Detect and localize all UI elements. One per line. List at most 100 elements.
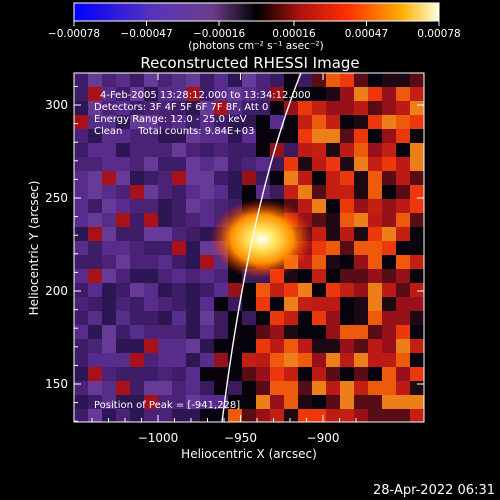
heatmap-cell [74,227,88,241]
heatmap-cell [172,367,186,381]
heatmap-cell [340,199,354,213]
heatmap-cell [410,101,424,115]
heatmap-cell [200,255,214,269]
heatmap-cell [354,255,368,269]
heatmap-cell [326,171,340,185]
heatmap-cell [242,157,256,171]
heatmap-cell [410,311,424,325]
heatmap-cell [298,395,312,409]
heatmap-cell [396,157,410,171]
heatmap-cell [102,129,116,143]
heatmap-cell [102,255,116,269]
heatmap-cell [396,101,410,115]
heatmap-cell [340,311,354,325]
heatmap-cell [312,213,326,227]
heatmap-cell [354,227,368,241]
heatmap-cell [158,143,172,157]
heatmap-cell [74,185,88,199]
heatmap-cell [144,311,158,325]
heatmap-cell [102,381,116,395]
heatmap-cell [214,129,228,143]
heatmap-cell [74,73,88,87]
heatmap-cell [116,283,130,297]
heatmap-cell [410,353,424,367]
heatmap-cell [354,101,368,115]
heatmap-cell [158,255,172,269]
heatmap-cell [312,227,326,241]
heatmap-cell [130,381,144,395]
heatmap-cell [354,157,368,171]
flare-peak-blob [210,199,314,279]
heatmap-cell [158,87,172,101]
heatmap-cell [270,409,284,422]
heatmap-cell [102,213,116,227]
heatmap-cell [144,87,158,101]
heatmap-cell [284,395,298,409]
heatmap-cell [340,157,354,171]
heatmap-cell [368,115,382,129]
heatmap-cell [382,171,396,185]
heatmap-cell [382,213,396,227]
heatmap-cell [284,157,298,171]
heatmap-cell [158,101,172,115]
heatmap-cell [256,157,270,171]
heatmap-cell [200,409,214,422]
heatmap-cell [284,409,298,422]
colorbar-unit-label: (photons cm⁻² s⁻¹ asec⁻²) [188,40,323,52]
heatmap-cell [116,297,130,311]
heatmap-cell [382,409,396,422]
heatmap-cell [298,339,312,353]
heatmap-cell [340,213,354,227]
heatmap-cell [270,311,284,325]
heatmap-cell [116,129,130,143]
heatmap-cell [186,73,200,87]
heatmap-cell [396,367,410,381]
heatmap-cell [172,227,186,241]
heatmap-cell [368,297,382,311]
heatmap-cell [354,395,368,409]
heatmap-cell [354,199,368,213]
heatmap-cell [312,199,326,213]
heatmap-cell [130,101,144,115]
heatmap-cell [396,185,410,199]
heatmap-cell [228,143,242,157]
heatmap-cell [74,157,88,171]
heatmap-cell [228,283,242,297]
heatmap-cell [116,87,130,101]
heatmap-cell [396,143,410,157]
heatmap-cell [340,325,354,339]
heatmap-cell [340,87,354,101]
heatmap-cell [284,115,298,129]
heatmap-cell [186,409,200,422]
heatmap-cell [172,115,186,129]
heatmap-cell [88,381,102,395]
heatmap-cell [340,73,354,87]
heatmap-cell [130,87,144,101]
heatmap-cell [102,395,116,409]
heatmap-cell [74,241,88,255]
heatmap-cell [74,325,88,339]
heatmap-cell [312,171,326,185]
solar-limb-line [221,73,302,422]
heatmap-cell [382,353,396,367]
heatmap-cell [186,283,200,297]
heatmap-cell [116,311,130,325]
heatmap-cell [130,157,144,171]
heatmap-cell [172,269,186,283]
heatmap-cell [298,101,312,115]
heatmap-cell [172,255,186,269]
heatmap-cell [396,213,410,227]
heatmap-cell [130,353,144,367]
heatmap-cell [144,199,158,213]
heatmap-cell [158,297,172,311]
heatmap-cell [256,129,270,143]
heatmap-cell [158,185,172,199]
heatmap-cell [200,381,214,395]
heatmap-cell [382,101,396,115]
heatmap-cell [256,325,270,339]
heatmap-cell [270,87,284,101]
heatmap-cell [396,227,410,241]
heatmap-cell [312,157,326,171]
heatmap-cell [368,199,382,213]
heatmap-cell [368,283,382,297]
